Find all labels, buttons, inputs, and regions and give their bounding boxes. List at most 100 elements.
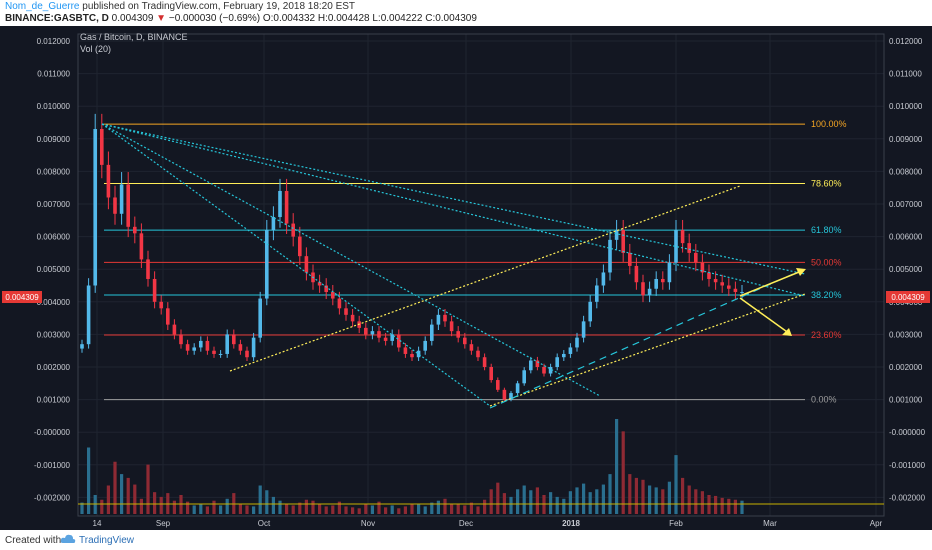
price-tag-left: [2, 291, 42, 303]
volume-bar: [463, 505, 467, 514]
x-tick-label: Nov: [361, 519, 375, 528]
volume-bar: [476, 506, 480, 514]
plot-frame: [77, 33, 885, 517]
y-tick-label-left: 0.005000: [37, 265, 71, 274]
candle-body: [251, 337, 256, 358]
volume-bar: [733, 499, 737, 514]
candle-body: [377, 331, 381, 338]
volume-bar: [126, 477, 130, 514]
candle-body: [601, 272, 606, 286]
fib-level-label: 38.20%: [811, 290, 842, 300]
candle-body: [463, 337, 467, 345]
volume-bar: [720, 497, 724, 514]
y-tick-label-left: 0.003000: [37, 330, 71, 339]
channel-upper-line: [229, 185, 741, 372]
volume-bar: [278, 500, 282, 514]
candle-body: [179, 334, 183, 345]
volume-bar: [159, 496, 163, 514]
candle-body: [364, 327, 368, 335]
fan-line: [101, 123, 601, 397]
footer: Created with TradingView: [0, 530, 932, 550]
ohlc-close: C:0.004309: [425, 13, 477, 24]
volume-bar: [516, 489, 520, 514]
y-tick-label-left: 0.004000: [37, 298, 71, 307]
ohlc-high: H:0.004428: [317, 13, 370, 24]
author-link[interactable]: Nom_de_Guerre: [5, 1, 80, 12]
legend-title: Gas / Bitcoin, D, BINANCE: [80, 32, 188, 42]
volume-bar: [410, 504, 414, 514]
volume-bar: [588, 492, 592, 514]
candle-body: [166, 308, 170, 325]
volume-bar: [252, 506, 256, 514]
fan-line: [101, 123, 491, 407]
volume-bar: [687, 485, 691, 514]
y-tick-label-left: -0.001000: [34, 461, 71, 470]
candle-body: [548, 367, 553, 374]
candle-body: [232, 334, 236, 345]
y-tick-label-right: 0.012000: [889, 37, 923, 46]
bullish-arrow: [739, 269, 805, 297]
volume-bar: [549, 492, 553, 514]
candle-body: [225, 334, 229, 354]
candle-body: [390, 334, 394, 341]
volume-bar: [285, 504, 289, 514]
volume-bar: [324, 506, 328, 514]
candle-body: [680, 230, 685, 244]
candle-body: [614, 230, 619, 240]
volume-bar: [311, 500, 315, 514]
candle-body: [575, 337, 579, 348]
fan-line: [101, 123, 806, 275]
candle-body: [284, 190, 289, 224]
y-tick-label-left: -0.000000: [34, 428, 71, 437]
x-tick-label: Mar: [763, 519, 777, 528]
candle-body: [634, 265, 639, 283]
candle-body: [509, 393, 513, 400]
ohlc-low: L:0.004222: [372, 13, 423, 24]
candle-body: [694, 252, 698, 263]
volume-bar: [727, 498, 731, 514]
candle-body: [350, 314, 355, 322]
chart-legend: Gas / Bitcoin, D, BINANCE Vol (20): [80, 31, 188, 55]
y-tick-label-right: -0.000000: [889, 428, 926, 437]
candle-body: [258, 298, 262, 338]
candle-body: [152, 278, 157, 302]
volume-bar: [133, 484, 137, 514]
y-tick-label-right: 0.002000: [889, 363, 923, 372]
y-tick-label-right: 0.008000: [889, 167, 923, 176]
candle-body: [628, 252, 632, 266]
fan-line: [101, 123, 806, 297]
tradingview-brand[interactable]: TradingView: [79, 535, 135, 546]
volume-bar: [357, 508, 361, 514]
price-chart[interactable]: 0.012000 0.012000 0.011000 0.011000 0.010000…: [0, 26, 932, 530]
candle-body: [100, 129, 104, 165]
volume-bar: [654, 487, 658, 514]
candle-body: [238, 344, 243, 351]
candle-body: [113, 197, 117, 214]
fib-level-label: 0.00%: [811, 395, 837, 405]
volume-bar: [318, 504, 322, 514]
volume-bar: [562, 498, 566, 514]
candle-body: [595, 285, 599, 302]
symbol-label: BINANCE:GASBTC, D: [5, 13, 109, 24]
volume-bar: [199, 503, 203, 514]
volume-bar: [225, 498, 229, 514]
candle-body: [291, 223, 295, 237]
volume-bar: [271, 496, 275, 514]
volume-bar: [377, 501, 381, 514]
candle-body: [443, 314, 447, 322]
volume-bar: [641, 479, 645, 514]
x-tick-label: Feb: [669, 519, 683, 528]
x-tick-label: Apr: [870, 519, 883, 528]
candle-body: [423, 340, 427, 351]
candle-body: [146, 259, 150, 279]
volume-bar: [740, 500, 744, 514]
chart-area[interactable]: 0.012000 0.012000 0.011000 0.011000 0.010000…: [0, 26, 932, 530]
ohlc-line: BINANCE:GASBTC, D 0.004309 ▼ −0.000030 (…: [5, 13, 477, 25]
volume-bar: [265, 490, 269, 514]
candle-body: [727, 285, 731, 289]
candle-body: [410, 353, 414, 358]
candle-body: [502, 389, 507, 400]
volume-bar: [430, 502, 434, 514]
volume-bar: [106, 485, 110, 514]
